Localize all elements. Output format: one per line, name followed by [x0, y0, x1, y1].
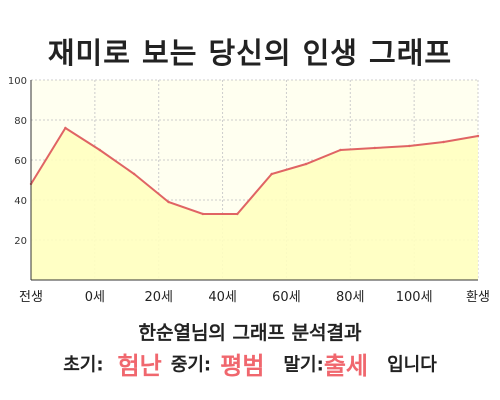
data-point — [408, 144, 411, 148]
result-line: 초기: 험난 중기: 평범 말기:출세 입니다 — [0, 346, 500, 381]
page-title: 재미로 보는 당신의 인생 그래프 — [47, 36, 453, 70]
y-tick-label: 20 — [14, 236, 27, 247]
early-value: 험난 — [117, 352, 162, 380]
data-point — [304, 162, 308, 166]
y-tick-label: 60 — [14, 156, 27, 167]
x-tick-label: 0세 — [85, 290, 105, 305]
y-tick-label: 80 — [14, 116, 27, 127]
data-point — [236, 212, 239, 216]
data-point — [339, 148, 342, 152]
x-tick-label: 20세 — [144, 290, 173, 305]
axes — [30, 80, 478, 281]
data-point — [167, 200, 170, 204]
data-points — [29, 126, 480, 216]
data-point — [476, 134, 480, 138]
life-graph-line — [30, 126, 479, 215]
life-graph-area — [31, 128, 478, 280]
data-point — [442, 140, 445, 144]
result-heading: 한순열님의 그래프 분석결과 — [138, 322, 362, 344]
late-value: 출세 — [323, 352, 368, 380]
x-tick-label: 환생 — [466, 290, 490, 305]
y-tick-label: 40 — [14, 196, 27, 207]
y-tick-label: 100 — [8, 76, 27, 87]
data-point — [64, 126, 67, 130]
data-point — [201, 212, 205, 216]
x-axis-ticks: 전생 0세 20세 40세 60세 80세 100세 환생 — [19, 290, 490, 305]
x-tick-label: 전생 — [19, 290, 43, 305]
x-tick-label: 40세 — [208, 290, 237, 305]
data-point — [373, 146, 377, 150]
data-point — [98, 148, 101, 152]
x-tick-label: 80세 — [336, 290, 365, 305]
x-tick-label: 100세 — [396, 290, 433, 305]
early-label: 초기: — [63, 354, 104, 376]
result-ending: 입니다 — [387, 354, 437, 376]
data-point — [270, 172, 273, 176]
x-tick-label: 60세 — [272, 290, 301, 305]
data-point — [132, 172, 136, 176]
late-label: 말기: — [283, 354, 324, 376]
middle-value: 평범 — [220, 352, 265, 380]
y-axis-ticks: 20 40 60 80 100 — [8, 76, 27, 247]
middle-label: 중기: — [170, 354, 212, 376]
